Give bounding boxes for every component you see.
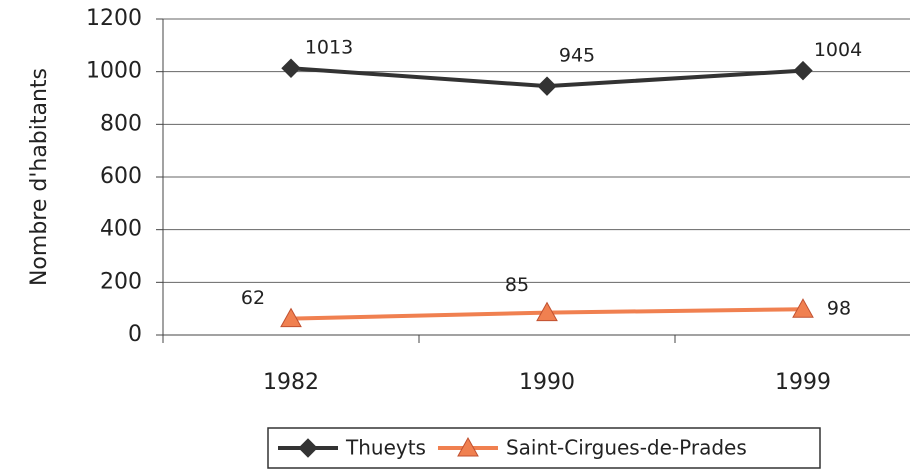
y-tick-label: 400 [100, 217, 142, 242]
point-marker [280, 307, 302, 328]
data-label: 945 [559, 45, 595, 67]
x-tick-label: 1999 [775, 370, 831, 395]
y-tick-label: 1200 [86, 6, 142, 31]
data-label: 1013 [305, 37, 353, 59]
x-tick-label: 1982 [263, 370, 319, 395]
y-tick-label: 600 [100, 164, 142, 189]
point-marker [792, 298, 814, 318]
y-axis-label: Nombre d'habitants [27, 68, 52, 286]
y-tick-label: 800 [100, 111, 142, 136]
y-tick-label: 0 [128, 322, 142, 347]
legend-marker [298, 438, 318, 458]
point-marker [537, 76, 557, 96]
y-tick-label: 1000 [86, 59, 142, 84]
x-tick-label: 1990 [519, 370, 575, 395]
point-marker [281, 58, 301, 78]
data-label: 1004 [814, 39, 862, 61]
point-marker [536, 301, 558, 322]
legend-label: Thueyts [345, 436, 426, 460]
y-tick-label: 200 [100, 269, 142, 294]
legend-box [267, 427, 821, 469]
data-label: 98 [827, 298, 851, 320]
legend-label: Saint-Cirgues-de-Prades [506, 436, 747, 460]
legend-marker [457, 436, 479, 457]
point-marker [793, 60, 813, 81]
data-label: 62 [241, 287, 265, 309]
data-label: 85 [505, 274, 529, 296]
